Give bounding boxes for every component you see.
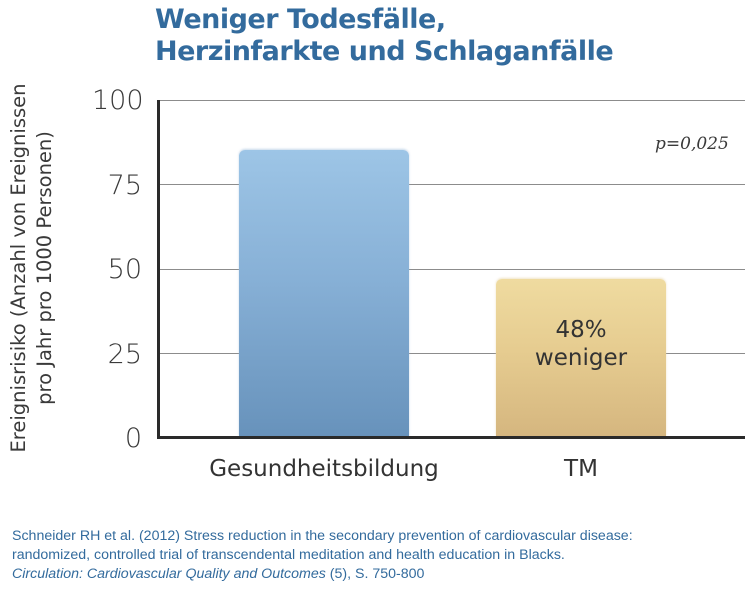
bar-tm-annotation-percent: 48% [555, 317, 607, 343]
y-axis-label-line2: pro Jahr pro 1000 Personen) [33, 131, 56, 405]
citation-volume-pages: (5), S. 750-800 [325, 566, 425, 582]
x-axis-line [157, 436, 745, 439]
gridline-25 [159, 353, 745, 354]
x-label-gesundheitsbildung: Gesundheitsbildung [209, 456, 439, 482]
y-tick-100: 100 [92, 85, 144, 116]
citation-journal: Circulation: Cardiovascular Quality and … [12, 566, 326, 582]
y-axis-line [157, 100, 160, 439]
citation-line2: randomized, controlled trial of transcen… [12, 547, 565, 563]
gridline-75 [159, 184, 745, 185]
y-axis-label-line1: Ereignisrisiko (Anzahl von Ereignissen [7, 83, 30, 453]
x-label-tm: TM [564, 456, 598, 482]
bar-tm: 48% weniger [496, 279, 666, 437]
chart-title: Weniger Todesfälle, Herzinfarkte und Sch… [155, 4, 614, 68]
chart-title-line1: Weniger Todesfälle, [155, 4, 446, 35]
y-tick-0: 0 [124, 423, 142, 454]
citation-line1: Schneider RH et al. (2012) Stress reduct… [12, 528, 633, 544]
y-axis-label: Ereignisrisiko (Anzahl von Ereignissen p… [6, 68, 66, 468]
bar-tm-annotation-text: weniger [534, 345, 628, 371]
y-tick-75: 75 [107, 170, 142, 201]
bar-gesundheitsbildung [239, 150, 409, 437]
y-tick-50: 50 [107, 254, 142, 285]
y-tick-25: 25 [107, 339, 142, 370]
p-value-annotation: p=0,025 [655, 134, 729, 154]
gridline-50 [159, 269, 745, 270]
gridline-100 [159, 100, 745, 101]
citation: Schneider RH et al. (2012) Stress reduct… [12, 527, 633, 584]
chart-title-line2: Herzinfarkte und Schlaganfälle [155, 36, 614, 67]
citation-line3: Circulation: Cardiovascular Quality and … [12, 565, 633, 584]
